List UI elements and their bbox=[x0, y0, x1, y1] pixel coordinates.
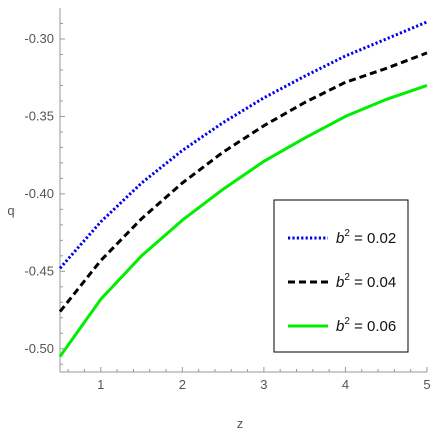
series-line-2 bbox=[58, 51, 428, 313]
y-axis-label: q bbox=[7, 203, 14, 218]
legend: b2 = 0.02 b2 = 0.04 b2 = 0.06 bbox=[273, 199, 409, 353]
legend-label-3: b2 = 0.06 bbox=[336, 316, 396, 335]
legend-label-2: b2 = 0.04 bbox=[336, 272, 396, 291]
x-axis-label: z bbox=[237, 416, 244, 431]
y-tick-label: -0.40 bbox=[24, 186, 54, 201]
y-tick-label: -0.50 bbox=[24, 341, 54, 356]
x-tick-label: 3 bbox=[260, 377, 267, 392]
ticks-layer: 1 2 3 4 5 -0.50 -0.45 -0.40 -0.35 -0.30 bbox=[24, 22, 431, 392]
y-tick-label: -0.30 bbox=[24, 31, 54, 46]
x-tick-label: 5 bbox=[423, 377, 430, 392]
series-line-1 bbox=[58, 20, 428, 270]
x-tick-label: 4 bbox=[342, 377, 349, 392]
x-tick-label: 1 bbox=[97, 377, 104, 392]
series-line-3 bbox=[58, 83, 428, 358]
x-tick-label: 2 bbox=[179, 377, 186, 392]
series-layer bbox=[58, 20, 428, 358]
legend-label-1: b2 = 0.02 bbox=[336, 228, 396, 247]
y-tick-label: -0.45 bbox=[24, 263, 54, 278]
y-tick-label: -0.35 bbox=[24, 108, 54, 123]
